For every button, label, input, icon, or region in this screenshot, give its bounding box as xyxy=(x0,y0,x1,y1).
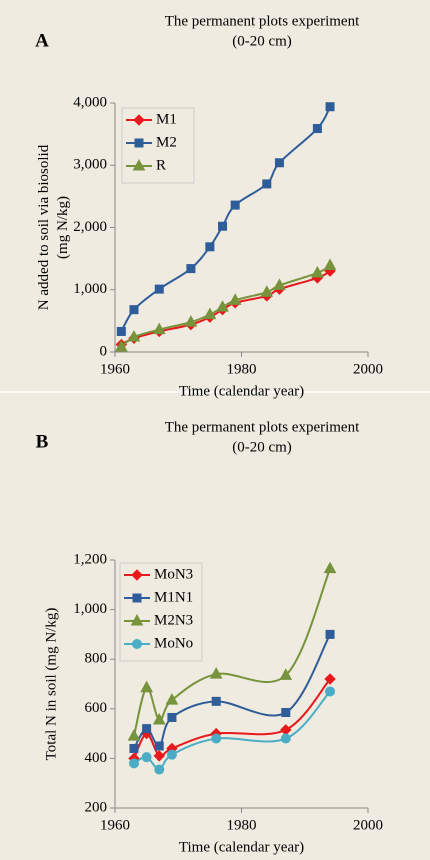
marker xyxy=(152,712,166,725)
marker xyxy=(324,673,336,685)
marker xyxy=(230,200,240,210)
y-tick-label: 1,000 xyxy=(73,601,107,617)
marker xyxy=(166,749,177,760)
marker xyxy=(211,733,222,744)
legend-label: M1 xyxy=(156,111,177,127)
chart-subtitle: (0-20 cm) xyxy=(232,439,292,455)
chart-subtitle: (0-20 cm) xyxy=(232,33,292,49)
marker xyxy=(311,265,324,278)
marker xyxy=(142,724,152,734)
legend-label: M2N3 xyxy=(154,612,193,628)
marker xyxy=(127,330,141,342)
marker xyxy=(205,242,215,252)
marker xyxy=(325,629,335,639)
legend-marker xyxy=(133,114,145,126)
marker xyxy=(154,284,164,294)
chart-title: The permanent plots experiment xyxy=(165,419,360,435)
x-tick-label: 1960 xyxy=(100,817,130,833)
marker xyxy=(128,758,139,769)
marker xyxy=(274,158,284,168)
marker xyxy=(323,258,337,270)
legend-label: MoN3 xyxy=(154,566,193,582)
marker xyxy=(165,693,179,705)
y-tick-label: 200 xyxy=(85,799,108,815)
marker xyxy=(280,733,291,744)
marker xyxy=(152,322,166,335)
y-tick-label: 3,000 xyxy=(73,157,107,173)
marker xyxy=(325,102,335,112)
y-tick-label: 4,000 xyxy=(73,94,107,110)
marker xyxy=(312,124,322,134)
marker xyxy=(114,339,128,352)
legend-label: M1N1 xyxy=(154,589,193,605)
marker xyxy=(228,293,242,305)
marker xyxy=(154,741,164,751)
x-tick-label: 1960 xyxy=(100,361,130,377)
x-tick-label: 2000 xyxy=(353,817,383,833)
marker xyxy=(140,680,153,693)
legend-label: M2 xyxy=(156,134,177,150)
marker xyxy=(262,179,272,189)
marker xyxy=(184,315,198,327)
y-axis-label: N added to soil via biosolid xyxy=(36,144,52,310)
legend-label: MoNo xyxy=(154,635,193,651)
x-tick-label: 2000 xyxy=(353,361,383,377)
legend-label: R xyxy=(156,157,166,173)
y-axis-label: Total N in soil (mg N/kg) xyxy=(43,608,59,761)
marker xyxy=(211,696,221,706)
panel-label: A xyxy=(35,30,49,51)
legend-marker xyxy=(131,569,143,581)
y-tick-label: 600 xyxy=(85,700,108,716)
y-tick-label: 0 xyxy=(100,343,108,359)
legend-marker xyxy=(132,639,142,649)
marker xyxy=(218,221,228,231)
marker xyxy=(279,668,293,680)
chart-title: The permanent plots experiment xyxy=(165,13,360,29)
x-axis-label: Time (calendar year) xyxy=(179,839,304,855)
marker xyxy=(141,752,152,763)
legend-marker xyxy=(130,613,144,626)
marker xyxy=(153,750,165,762)
x-tick-label: 1980 xyxy=(227,817,257,833)
y-tick-label: 1,000 xyxy=(73,281,107,297)
x-tick-label: 1980 xyxy=(227,361,257,377)
marker xyxy=(281,708,291,718)
marker xyxy=(127,729,141,741)
marker xyxy=(260,285,274,297)
marker xyxy=(325,686,336,697)
panel-label: B xyxy=(36,431,49,452)
legend-box xyxy=(119,562,203,662)
marker xyxy=(167,712,177,722)
marker xyxy=(129,743,139,753)
marker xyxy=(186,264,196,274)
marker xyxy=(154,764,165,775)
x-axis-label: Time (calendar year) xyxy=(179,383,304,399)
marker xyxy=(129,305,139,315)
y-axis-label: (mg N/kg) xyxy=(55,196,71,259)
y-tick-label: 2,000 xyxy=(73,219,107,235)
marker xyxy=(216,300,229,312)
y-tick-label: 400 xyxy=(85,750,108,766)
marker xyxy=(203,307,217,320)
marker xyxy=(116,326,126,336)
marker xyxy=(273,278,286,290)
marker xyxy=(323,561,337,574)
y-tick-label: 1,200 xyxy=(73,551,107,567)
legend-marker xyxy=(134,138,144,148)
legend-marker xyxy=(132,158,146,171)
legend-marker xyxy=(132,593,142,603)
marker xyxy=(209,667,223,679)
y-tick-label: 800 xyxy=(85,651,108,667)
